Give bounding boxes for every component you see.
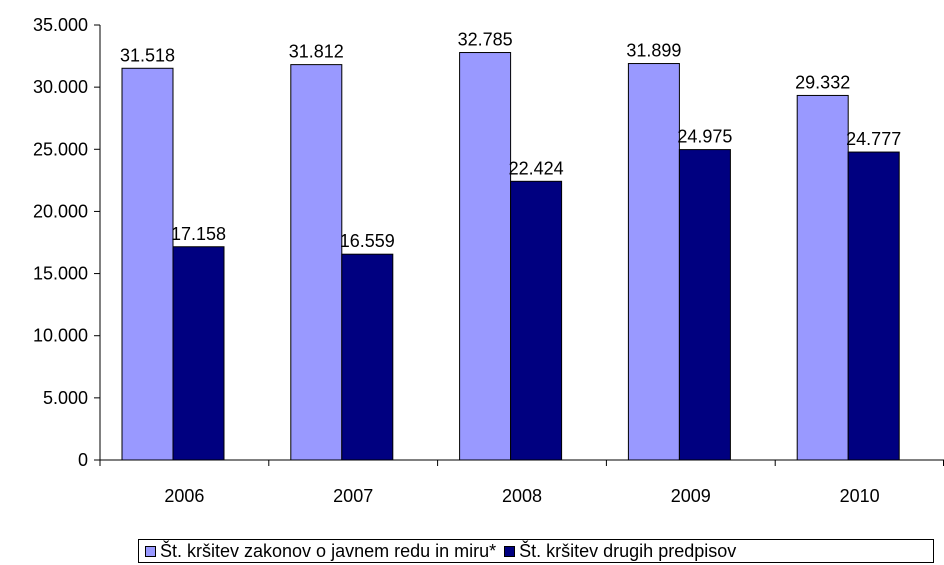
legend-swatch-series-2 xyxy=(504,545,516,557)
data-label-series-2: 17.158 xyxy=(171,224,226,244)
y-tick-label: 20.000 xyxy=(33,201,88,221)
data-label-series-2: 24.777 xyxy=(846,129,901,149)
data-label-series-1: 32.785 xyxy=(458,30,513,50)
y-tick-label: 0 xyxy=(78,450,88,470)
x-axis: 2006 2007 2008 2009 2010 xyxy=(99,459,944,506)
bars xyxy=(121,52,900,461)
data-labels: 31.518 31.812 32.785 31.899 29.332 17.158 16.5… xyxy=(120,30,901,252)
y-axis: 0 5.000 10.000 15.000 20.000 25.000 30.000 35.0… xyxy=(33,15,101,470)
bar-chart: 0 5.000 10.000 15.000 20.000 25.000 30.000 35.0… xyxy=(33,15,944,506)
data-label-series-2: 16.559 xyxy=(340,231,395,251)
bar-series-2 xyxy=(510,180,563,461)
x-tick-label: 2007 xyxy=(333,486,373,506)
bar-series-2 xyxy=(678,149,731,461)
data-label-series-2: 22.424 xyxy=(509,158,564,178)
data-label-series-2: 24.975 xyxy=(677,127,732,147)
bar-series-1 xyxy=(121,67,174,461)
bar-series-2 xyxy=(172,246,225,461)
data-label-series-1: 31.812 xyxy=(289,42,344,62)
legend: Št. kršitev zakonov o javnem redu in mir… xyxy=(138,539,934,563)
legend-label-series-1: Št. kršitev zakonov o javnem redu in mir… xyxy=(160,540,497,561)
bar-series-1 xyxy=(627,63,680,461)
y-tick-label: 25.000 xyxy=(33,139,88,159)
y-tick-label: 10.000 xyxy=(33,326,88,346)
bar-series-1 xyxy=(796,94,849,461)
bar-series-1 xyxy=(459,52,512,461)
data-label-series-1: 29.332 xyxy=(795,72,850,92)
bar-series-2 xyxy=(341,253,394,461)
y-tick-label: 30.000 xyxy=(33,77,88,97)
x-tick-label: 2006 xyxy=(164,486,204,506)
bar-series-2 xyxy=(847,151,900,461)
legend-swatch-series-1 xyxy=(145,545,156,557)
y-tick-label: 5.000 xyxy=(43,388,88,408)
legend-label-series-2: Št. kršitev drugih predpisov xyxy=(519,540,737,561)
x-tick-label: 2009 xyxy=(671,486,711,506)
x-tick-label: 2008 xyxy=(502,486,542,506)
data-label-series-1: 31.899 xyxy=(626,41,681,61)
bar-series-1 xyxy=(290,64,343,461)
legend-item-series-1: Št. kršitev zakonov o javnem redu in mir… xyxy=(145,541,496,562)
y-tick-label: 35.000 xyxy=(33,15,88,35)
y-tick-label: 15.000 xyxy=(33,264,88,284)
legend-item-series-2: Št. kršitev drugih predpisov xyxy=(504,541,736,562)
data-label-series-1: 31.518 xyxy=(120,45,175,65)
x-tick-label: 2010 xyxy=(840,486,880,506)
